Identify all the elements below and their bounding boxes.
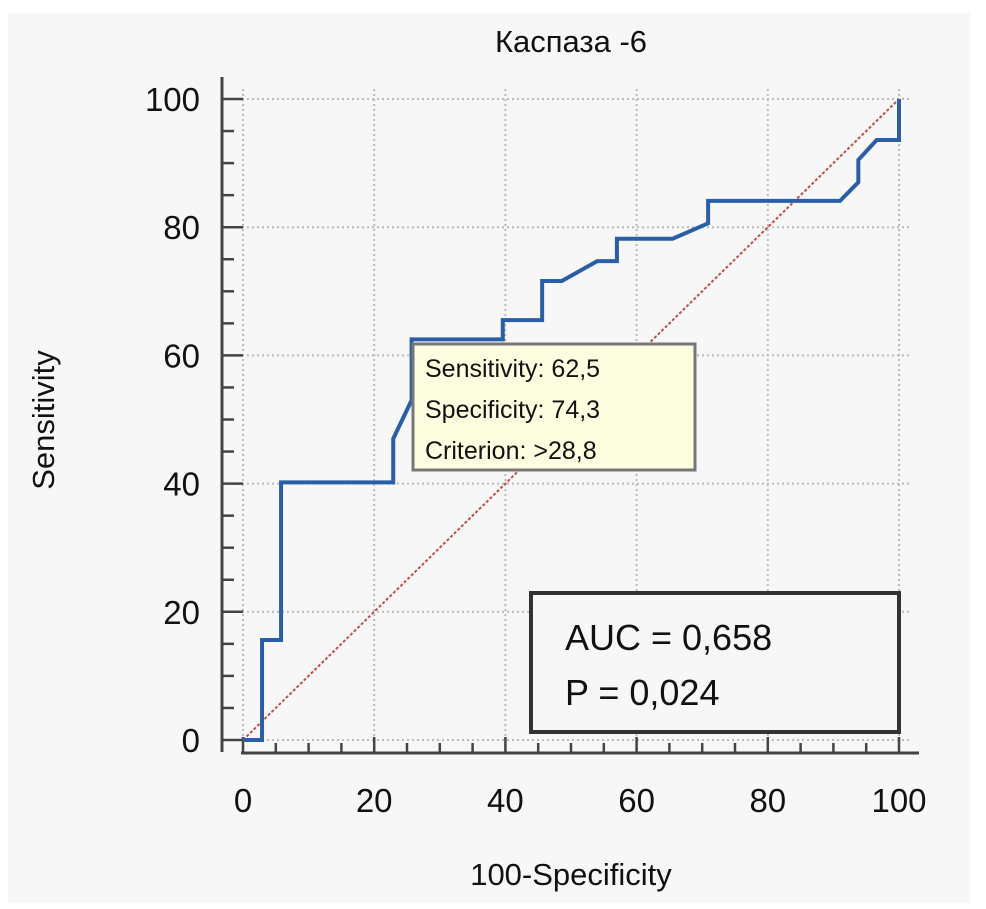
- y-tick-labels: 0 20 40 60 80 100: [145, 81, 200, 759]
- x-tick-label: 80: [749, 782, 786, 819]
- tooltip-box: [411, 342, 697, 472]
- tooltip-sensitivity: Sensitivity: 62,5: [425, 355, 600, 383]
- auc-box: AUC = 0,658 P = 0,024: [529, 591, 901, 734]
- tooltip-criterion: Criterion: >28,8: [425, 437, 597, 465]
- y-tick-label: 100: [145, 81, 200, 118]
- p-value: P = 0,024: [565, 672, 719, 713]
- y-tick-label: 20: [163, 594, 200, 631]
- chart-title: Каспаза -6: [495, 24, 647, 59]
- y-axis-label: Sensitivity: [26, 350, 61, 490]
- y-tick-label: 0: [182, 722, 200, 759]
- y-tick-label: 40: [163, 466, 200, 503]
- tooltip: Sensitivity: 62,5 Specificity: 74,3 Crit…: [411, 342, 697, 472]
- auc-box-frame: [529, 591, 901, 734]
- x-axis-label: 100-Specificity: [470, 857, 672, 892]
- reference-line: [242, 98, 900, 741]
- x-tick-label: 0: [234, 782, 252, 819]
- auc-value: AUC = 0,658: [565, 617, 772, 658]
- x-tick-labels: 0 20 40 60 80 100: [234, 782, 927, 819]
- x-tick-label: 20: [356, 782, 393, 819]
- y-tick-label: 80: [163, 209, 200, 246]
- roc-curve: [243, 99, 901, 742]
- x-tick-label: 100: [871, 782, 926, 819]
- series: [242, 98, 901, 742]
- x-tick-label: 60: [618, 782, 655, 819]
- axes: [220, 77, 919, 755]
- y-tick-label: 60: [163, 337, 200, 374]
- tooltip-specificity: Specificity: 74,3: [425, 396, 600, 424]
- x-tick-label: 40: [487, 782, 524, 819]
